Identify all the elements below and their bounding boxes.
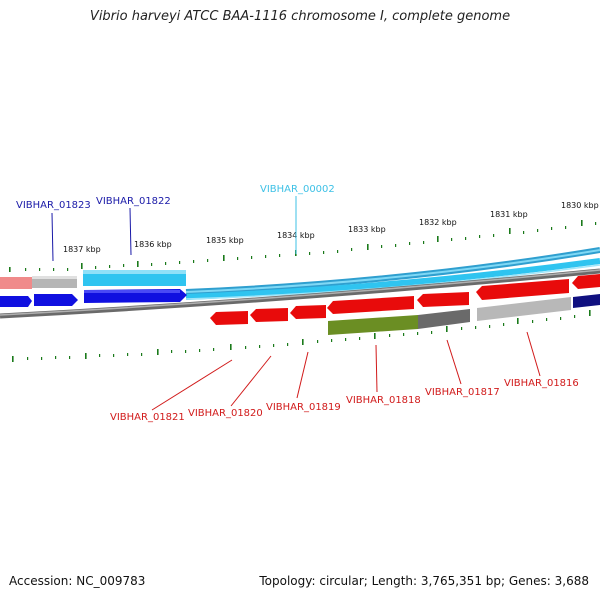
forward-cds[interactable] [0, 296, 32, 307]
reverse-cds[interactable] [572, 274, 600, 289]
gene-label-01819[interactable]: VIBHAR_01819 [266, 402, 341, 413]
gray-feature-reverse[interactable] [418, 309, 470, 329]
gene-label-01820[interactable]: VIBHAR_01820 [188, 408, 263, 419]
tick-label: 1837 kbp [63, 245, 101, 254]
tick-label: 1831 kbp [490, 210, 528, 219]
gene-label-00002[interactable]: VIBHAR_00002 [260, 184, 335, 195]
tick-label: 1833 kbp [348, 225, 386, 234]
reverse-features[interactable] [210, 274, 600, 335]
topology-summary: Topology: circular; Length: 3,765,351 bp… [259, 574, 589, 588]
gene-label-01818[interactable]: VIBHAR_01818 [346, 395, 421, 406]
forward-features[interactable] [0, 270, 187, 307]
tick-label: 1836 kbp [134, 240, 172, 249]
green-feature[interactable] [328, 315, 418, 335]
reverse-cds[interactable] [250, 308, 288, 322]
gene-label-01816[interactable]: VIBHAR_01816 [504, 378, 579, 389]
label-leaders [51, 196, 541, 411]
pink-feature[interactable] [0, 277, 32, 289]
tick-label: 1835 kbp [206, 236, 244, 245]
reverse-cds[interactable] [417, 292, 469, 307]
gene-label-01821[interactable]: VIBHAR_01821 [110, 412, 185, 423]
chromosome-backbone [0, 268, 600, 319]
accession-text: Accession: NC_009783 [9, 574, 146, 588]
tick-label: 1832 kbp [419, 218, 457, 227]
reverse-cds[interactable] [327, 296, 414, 314]
tick-label: 1830 kbp [561, 201, 599, 210]
tick-labels: 1837 kbp 1836 kbp 1835 kbp 1834 kbp 1833… [63, 201, 599, 254]
reverse-cds[interactable] [290, 305, 326, 319]
inner-tick-row [12, 310, 591, 362]
forward-cds[interactable] [34, 294, 78, 306]
reverse-cds[interactable] [476, 279, 569, 300]
map-title: Vibrio harveyi ATCC BAA-1116 chromosome … [89, 9, 511, 24]
gene-labels: VIBHAR_01823 VIBHAR_01822 VIBHAR_00002 V… [16, 184, 579, 423]
gene-label-01817[interactable]: VIBHAR_01817 [425, 387, 500, 398]
forward-cds-dark[interactable] [573, 294, 600, 308]
reverse-cds[interactable] [210, 311, 248, 325]
gray-feature-reverse[interactable] [477, 297, 571, 321]
gene-label-01822[interactable]: VIBHAR_01822 [96, 196, 171, 207]
gene-label-01823[interactable]: VIBHAR_01823 [16, 200, 91, 211]
